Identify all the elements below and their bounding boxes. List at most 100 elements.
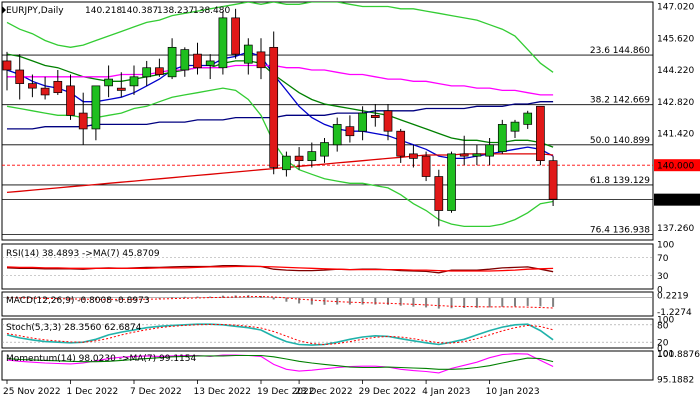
rsi-plot — [2, 257, 653, 276]
candle-body — [231, 17, 240, 55]
x-axis-tick-label: 13 Dec 2022 — [194, 387, 252, 397]
price-axis-tick-label: 144.220 — [657, 66, 694, 76]
macd-histogram-bar — [310, 297, 313, 305]
macd-histogram-bar — [260, 296, 262, 298]
macd-histogram-bar — [133, 297, 135, 300]
candle-body — [294, 155, 304, 162]
macd-plot — [2, 295, 653, 309]
stoch-axis-tick-label: 100 — [657, 316, 674, 326]
momentum-axis-tick-label: 95.1882 — [657, 376, 694, 386]
macd-label: MACD(12,26,9) -0.8008 -0.8973 — [6, 296, 150, 306]
low-value: 138.237 — [157, 6, 194, 16]
candle-body — [28, 83, 37, 89]
macd-histogram-bar — [56, 297, 59, 300]
stoch-main-line — [6, 323, 554, 346]
collapse-triangle-icon — [2, 6, 6, 14]
macd-histogram-bar — [374, 297, 377, 305]
price-marker-label: 138.480 — [657, 196, 694, 206]
x-axis-tick-label: 25 Nov 2022 — [3, 387, 61, 397]
x-axis-tick-label: 7 Dec 2022 — [130, 387, 182, 397]
candle-body — [91, 85, 101, 130]
fib-level-label: 23.6 144.860 — [590, 46, 650, 56]
macd-histogram-bar — [514, 297, 516, 307]
momentum-axis-tick-label: 100.8876 — [657, 350, 700, 360]
x-axis-tick-label: 1 Dec 2022 — [67, 387, 119, 397]
price-plot — [2, 2, 653, 236]
price-axis-tick-label: 137.260 — [657, 224, 694, 234]
momentum-series-line — [6, 353, 554, 374]
stoch-label: Stoch(5,3,3) 28.3560 62.6874 — [6, 323, 142, 333]
macd-histogram-bar — [44, 297, 47, 299]
candle-body — [523, 112, 533, 125]
macd-histogram-bar — [399, 297, 402, 306]
stoch-axis-tick-label: 0 — [657, 345, 663, 355]
macd-histogram-bar — [285, 297, 288, 302]
macd-histogram-bar — [361, 297, 364, 305]
candle-body — [129, 76, 139, 87]
macd-histogram-bar — [437, 297, 440, 309]
rsi-axis-tick-label: 30 — [657, 272, 669, 282]
open-value: 140.218 — [85, 6, 122, 16]
price-overlay-line — [6, 2, 554, 73]
x-axis-tick-label: 19 Dec 2022 — [257, 387, 315, 397]
candle-body — [510, 121, 520, 132]
x-axis-tick-label: 4 Jan 2023 — [422, 387, 470, 397]
candle-body — [536, 105, 545, 162]
candle-body — [370, 114, 380, 118]
momentum-series-line — [6, 354, 554, 370]
candle-body — [332, 124, 342, 146]
rsi-series-line — [6, 265, 554, 272]
macd-axis-tick-label: -1.2274 — [657, 308, 692, 318]
stoch-axis-tick-label: 80 — [657, 321, 669, 331]
candle-body — [40, 87, 50, 96]
stoch-signal-line — [6, 324, 554, 346]
macd-histogram-bar — [69, 297, 72, 300]
fib-level-label: 76.4 136.938 — [590, 226, 650, 236]
macd-histogram-bar — [552, 297, 555, 307]
macd-axis-tick-label: 0.2219 — [657, 292, 689, 302]
fib-level-label: 50.0 140.899 — [590, 136, 650, 146]
rsi-axis-tick-label: 70 — [657, 254, 669, 264]
candle-body — [358, 112, 367, 132]
macd-histogram-bar — [107, 297, 110, 300]
macd-histogram-bar — [488, 297, 491, 308]
candle-body — [421, 155, 431, 177]
candle-body — [459, 153, 469, 157]
macd-histogram-bar — [425, 297, 428, 308]
candle-body — [383, 110, 393, 132]
macd-histogram-bar — [158, 297, 161, 299]
macd-histogram-bar — [387, 297, 389, 305]
symbol-label: EURJPY,Daily — [6, 6, 64, 16]
fib-level-label: 61.8 139.129 — [590, 176, 650, 186]
macd-histogram-bar — [171, 297, 174, 298]
macd-histogram-bar — [526, 297, 529, 306]
price-marker-label: 140.000 — [657, 162, 694, 172]
candle-body — [409, 153, 418, 159]
candle-body — [243, 44, 253, 64]
rsi-label: RSI(14) 38.4893 ->MA(7) 45.8709 — [6, 249, 160, 259]
candle-body — [53, 80, 63, 94]
stoch-plot — [2, 323, 653, 346]
candle-body — [282, 155, 291, 171]
high-value: 140.387 — [121, 6, 158, 16]
panel-frame-macd — [1, 291, 654, 317]
macd-histogram-bar — [221, 295, 224, 298]
candle-body — [447, 153, 456, 211]
macd-histogram-bar — [336, 297, 339, 305]
candle-body — [345, 126, 355, 137]
candle-body — [66, 85, 75, 116]
candle-body — [548, 160, 558, 200]
candle-body — [472, 153, 482, 157]
macd-histogram-bar — [145, 297, 148, 299]
candle-body — [2, 60, 12, 71]
macd-histogram-bar — [120, 297, 123, 300]
price-axis-tick-label: 142.820 — [657, 98, 694, 108]
macd-histogram-bar — [209, 296, 212, 298]
macd-histogram-bar — [298, 297, 301, 304]
candle-body — [193, 53, 202, 69]
momentum-label: Momentum(14) 98.0230 ->MA(7) 99.1154 — [6, 354, 197, 364]
candle-body — [218, 17, 228, 69]
macd-histogram-bar — [272, 297, 275, 300]
